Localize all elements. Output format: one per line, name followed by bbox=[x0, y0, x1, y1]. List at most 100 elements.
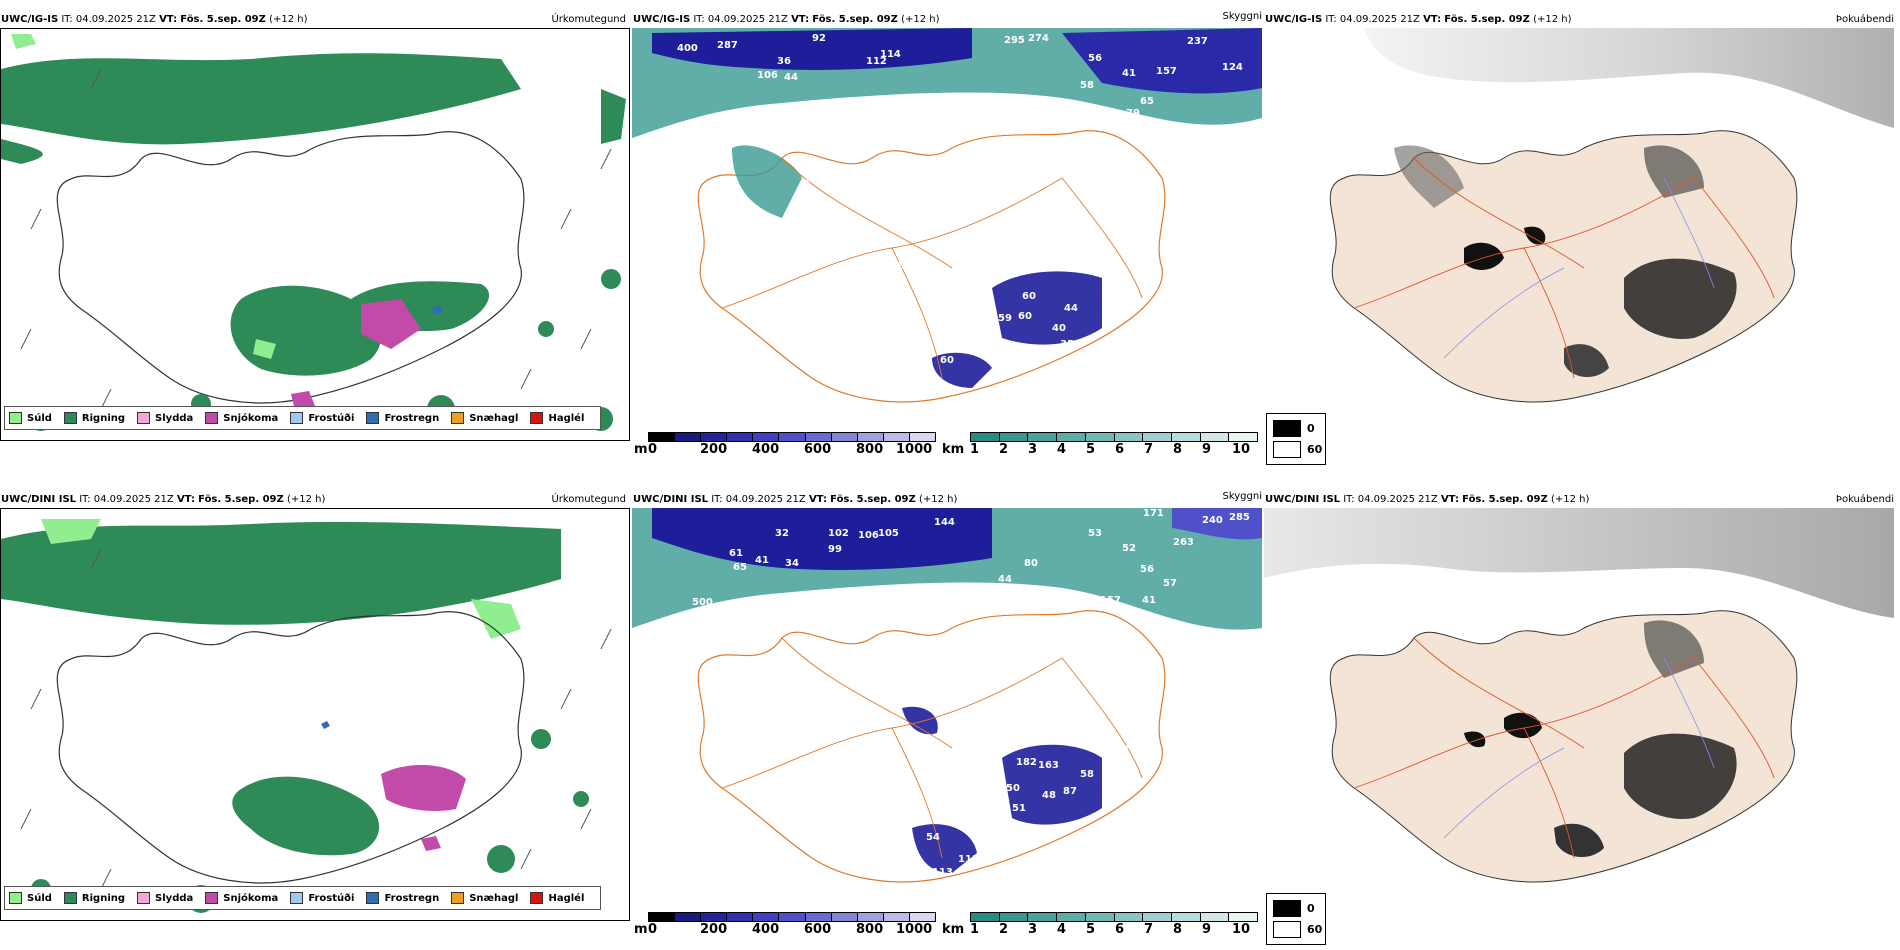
panel-title-fog: Þokuábendi bbox=[1835, 14, 1894, 25]
fog-legend-black bbox=[1273, 900, 1301, 917]
low-cloud-area bbox=[902, 706, 938, 735]
cloud-base-label: 44 bbox=[998, 574, 1012, 585]
cloud-base-label: 32 bbox=[775, 528, 789, 539]
low-cloud-area bbox=[1002, 744, 1102, 825]
iceland-outline bbox=[56, 131, 525, 404]
drizzle-area bbox=[471, 599, 521, 639]
cloud-base-label: 14 bbox=[804, 176, 818, 187]
low-cloud-area bbox=[1062, 28, 1262, 94]
cloud-base-label: 400 bbox=[677, 43, 698, 54]
visibility-tick: 10 bbox=[1232, 442, 1251, 457]
road-network bbox=[1353, 157, 1775, 379]
snow-area bbox=[291, 391, 315, 410]
rain-area bbox=[1, 139, 43, 164]
cloud-base-label: 52 bbox=[1122, 543, 1136, 554]
fog-index-area bbox=[1624, 258, 1737, 339]
visibility-unit: km bbox=[942, 442, 965, 457]
init-time: IT: 04.09.2025 21Z bbox=[79, 494, 174, 505]
lead-time: (+12 h) bbox=[918, 494, 958, 505]
fog-index-area bbox=[1464, 242, 1504, 270]
snow-area bbox=[381, 764, 466, 811]
rain-cell bbox=[538, 321, 554, 337]
precip-map-svg bbox=[1, 519, 612, 913]
visibility-tick: 2 bbox=[999, 442, 1009, 457]
visibility-tick: 7 bbox=[1144, 922, 1154, 937]
visibility-colorbar: km 1 2 3 4 5 6 7 8 9 10 bbox=[942, 432, 1262, 464]
cloud-base-label: 35 bbox=[1060, 339, 1074, 350]
visibility-unit: km bbox=[942, 922, 965, 937]
fog-index-area bbox=[1504, 712, 1542, 739]
legend-item: Snæhagl bbox=[451, 892, 518, 904]
rain-area bbox=[1, 53, 521, 145]
cloud-base-label: 57 bbox=[1163, 578, 1177, 589]
height-tick: 200 bbox=[700, 442, 728, 457]
model-name: UWC/DINI ISL bbox=[1, 494, 77, 505]
valid-label: VT: bbox=[791, 14, 810, 25]
panel-title-fog: Þokuábendi bbox=[1835, 494, 1894, 505]
road-network bbox=[1353, 637, 1775, 859]
cloud-base-label: 57 bbox=[944, 728, 958, 739]
fog-index-area bbox=[1464, 731, 1486, 748]
precip-legend: Súld Rigning Slydda Snjókoma Frostúði Fr… bbox=[4, 406, 602, 430]
cloud-base-label: 240 bbox=[1202, 515, 1223, 526]
height-tick: 800 bbox=[856, 442, 884, 457]
model-name: UWC/DINI ISL bbox=[1265, 494, 1341, 505]
low-vis-area bbox=[732, 145, 802, 218]
height-tick: 0 bbox=[648, 922, 658, 937]
cloud-base-label: 36 bbox=[777, 56, 791, 67]
valid-time: Fös. 5.sep. 09Z bbox=[1462, 494, 1548, 505]
cloud-base-label: 182 bbox=[1016, 757, 1037, 768]
precip-legend: Súld Rigning Slydda Snjókoma Frostúði Fr… bbox=[4, 886, 602, 910]
low-cloud-area bbox=[1172, 508, 1262, 540]
valid-time: Fös. 5.sep. 09Z bbox=[830, 494, 916, 505]
fog-legend-white bbox=[1273, 921, 1301, 938]
visibility-tick: 8 bbox=[1173, 922, 1183, 937]
snow-area bbox=[361, 299, 421, 349]
cloud-base-label: 285 bbox=[1229, 512, 1250, 523]
cloud-base-label: 163 bbox=[1038, 760, 1059, 771]
cloud-base-label: 76 bbox=[969, 828, 983, 839]
cloud-base-label: 58 bbox=[1080, 769, 1094, 780]
height-tick: 200 bbox=[700, 922, 728, 937]
visibility-tick: 9 bbox=[1202, 922, 1212, 937]
height-colorbar-bar bbox=[648, 912, 936, 922]
cloud-base-label: 48 bbox=[1042, 790, 1056, 801]
drizzle-area bbox=[253, 339, 276, 359]
cloud-base-label: 500 bbox=[692, 597, 713, 608]
cloud-base-label: 41 bbox=[1122, 68, 1136, 79]
legend-item: Snæhagl bbox=[451, 412, 518, 424]
cloud-base-label: 89 bbox=[1027, 95, 1041, 106]
fog-legend-white bbox=[1273, 441, 1301, 458]
panel-header: UWC/IG-IS IT: 04.09.2025 21Z VT: Fös. 5.… bbox=[1265, 14, 1572, 25]
height-colorbar: m 0 200 400 600 800 1000 bbox=[634, 912, 936, 944]
cloud-base-label: 52 bbox=[1102, 279, 1116, 290]
cloud-base-label: 40 bbox=[886, 838, 900, 849]
visibility-tick: 6 bbox=[1115, 442, 1125, 457]
cloud-base-label: 287 bbox=[717, 40, 738, 51]
height-tick: 400 bbox=[752, 442, 780, 457]
iceland-outline bbox=[56, 611, 525, 884]
cloud-base-label: 60 bbox=[940, 355, 954, 366]
valid-time: Fös. 5.sep. 09Z bbox=[1444, 14, 1530, 25]
drizzle-area bbox=[41, 519, 101, 544]
rain-cell bbox=[487, 845, 515, 873]
rain-area bbox=[232, 776, 380, 856]
rain-cell bbox=[601, 269, 621, 289]
lead-time: (+12 h) bbox=[286, 494, 326, 505]
visibility-tick: 4 bbox=[1057, 922, 1067, 937]
panel-header: UWC/DINI ISL IT: 04.09.2025 21Z VT: Fös.… bbox=[1265, 494, 1589, 505]
fog-index-area bbox=[1644, 145, 1704, 198]
cloud-base-label: 44 bbox=[1064, 303, 1078, 314]
cloud-base-label: 144 bbox=[934, 517, 955, 528]
cloud-map-svg bbox=[632, 508, 1262, 903]
visibility-colorbar-bar bbox=[970, 912, 1258, 922]
cloud-base-label: 171 bbox=[1143, 508, 1164, 519]
freezing-rain-area bbox=[321, 721, 330, 729]
init-time: IT: 04.09.2025 21Z bbox=[61, 14, 156, 25]
legend-item: Súld bbox=[9, 412, 52, 424]
cloud-base-label: 40 bbox=[1052, 323, 1066, 334]
model-name: UWC/IG-IS bbox=[1, 14, 59, 25]
legend-item: Slydda bbox=[137, 892, 193, 904]
legend-item: Frostúði bbox=[290, 892, 354, 904]
cloud-base-label: 56 bbox=[1140, 564, 1154, 575]
